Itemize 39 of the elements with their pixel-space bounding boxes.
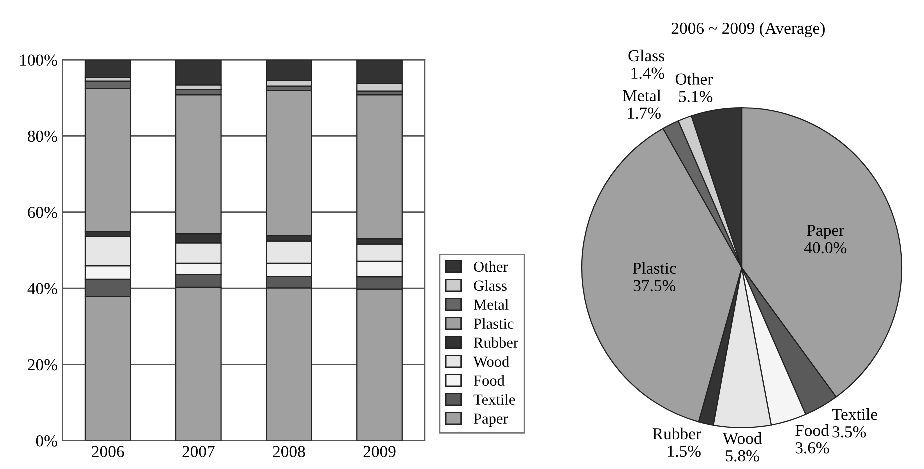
legend-label: Textile [474,394,516,406]
bar [84,60,132,78]
data-label: 1.4% [632,68,665,80]
data-label: 5.8% [726,450,760,462]
x-tick-label: 2009 [364,446,396,458]
slice-label: Rubber [652,428,702,440]
slice-label: Wood [722,432,762,444]
legend-label: Plastic [474,318,514,330]
data-label: 5.1% [679,91,713,102]
slice-label: Textile [832,408,878,420]
y-tick-label: 0% [36,436,58,447]
legend-label: Paper [474,414,508,428]
data-label: 37.5% [634,280,676,292]
data-label: 1.7% [628,108,661,120]
x-tick-label: 2007 [182,446,215,458]
legend-label: Wood [474,356,510,368]
data-label: 1.5% [668,446,701,458]
data-label: 40.0% [804,242,847,254]
slice-label: Other [676,73,714,85]
slice-label: Paper [807,225,844,240]
y-tick-label: 20% [28,359,58,371]
x-tick-label: 2006 [92,446,124,458]
data-label: 3.5% [832,426,866,438]
y-tick-label: 100% [20,54,58,66]
x-tick-label: 2008 [273,446,306,458]
chart-title: 2006 ~ 2009 (Average) [672,22,825,38]
legend-label: Metal [474,299,509,310]
slice-label: Metal [623,90,662,102]
y-tick-label: 80% [28,130,58,142]
slice-label: Food [796,424,830,436]
data-label: 3.6% [796,442,830,454]
slice-label: Glass [628,50,664,62]
legend-label: Other [474,261,508,272]
legend-label: Glass [474,280,507,292]
slice-label: Plastic [632,262,676,274]
y-tick-label: 40% [28,283,58,295]
y-tick-label: 60% [28,207,58,218]
legend-label: Rubber [474,337,518,348]
legend-label: Food [474,375,505,386]
